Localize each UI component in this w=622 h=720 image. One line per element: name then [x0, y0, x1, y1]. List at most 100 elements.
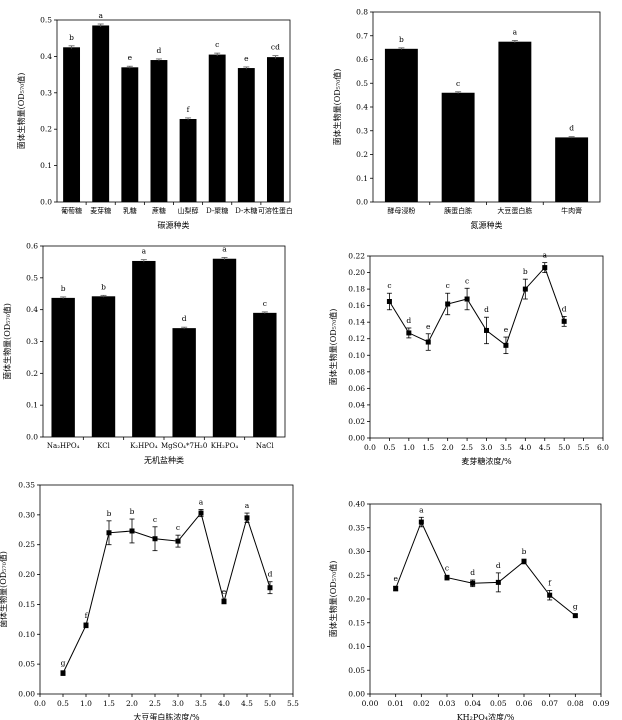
- bar: [121, 67, 139, 202]
- x-axis-title: 无机盐种类: [144, 455, 184, 465]
- significance-label: a: [419, 505, 424, 514]
- y-tick-label: 0.04: [348, 400, 365, 409]
- significance-label: b: [61, 284, 66, 293]
- data-point: [445, 301, 451, 307]
- x-tick-label: 0.06: [516, 699, 533, 708]
- significance-label: c: [176, 523, 180, 532]
- line-chart-4: 0.00 0.02 0.04 0.06 0.08 0.10 0.12 0.14 0.16 0.18…: [328, 251, 609, 466]
- line-chart-5: 0.00 0.05 0.10 0.15 0.20 0.25 0.30 0.35 0.0 0.5 1.…: [0, 481, 299, 720]
- significance-label: d: [182, 314, 187, 323]
- significance-label: a: [245, 501, 250, 510]
- y-tick-label: 0.5: [40, 16, 52, 25]
- category-label: 乳糖: [123, 206, 137, 215]
- data-point: [561, 318, 567, 324]
- data-point: [175, 538, 181, 544]
- bar: [150, 60, 168, 202]
- x-tick-label: 3.5: [500, 443, 512, 452]
- y-tick-label: 0.7: [356, 31, 368, 40]
- data-point: [152, 536, 158, 542]
- category-label: Na₂HPO₄: [47, 442, 80, 450]
- y-tick-label: 0.05: [348, 666, 365, 675]
- plot-frame: [369, 503, 602, 695]
- x-tick-label: 5.0: [264, 699, 276, 708]
- y-axis-title: 菌体生物量(OD₅₇₀值): [2, 303, 12, 380]
- y-tick-label: 0.3: [40, 88, 52, 97]
- x-tick-label: 5.5: [287, 699, 299, 708]
- bar: [91, 296, 116, 437]
- significance-label: d: [157, 46, 162, 55]
- y-tick-label: 0.05: [18, 660, 35, 669]
- data-point: [406, 330, 412, 336]
- x-tick-label: 0.07: [541, 699, 558, 708]
- y-tick-label: 0.1: [26, 401, 38, 410]
- x-tick-label: 2.5: [149, 699, 161, 708]
- y-tick-label: 0.35: [18, 481, 35, 490]
- category-label: D-聚糖: [206, 206, 228, 215]
- y-tick-label: 0.5: [26, 273, 38, 282]
- bar: [441, 92, 475, 202]
- significance-label: cd: [271, 43, 280, 52]
- data-point: [495, 579, 501, 585]
- y-tick-label: 0.00: [348, 434, 365, 443]
- significance-label: a: [222, 244, 227, 253]
- x-tick-label: 4.5: [241, 699, 253, 708]
- x-tick-label: 5.5: [578, 443, 590, 452]
- x-tick-label: 2.0: [126, 699, 138, 708]
- x-tick-label: 3.5: [195, 699, 207, 708]
- significance-label: e: [426, 322, 431, 331]
- y-tick-label: 0.3: [356, 126, 368, 135]
- bar: [179, 119, 197, 202]
- y-tick-label: 0.5: [356, 79, 368, 88]
- series-line: [388, 266, 565, 347]
- x-tick-label: 6.0: [597, 443, 609, 452]
- x-tick-label: 1.5: [103, 699, 115, 708]
- y-tick-label: 0.10: [18, 630, 35, 639]
- data-point: [484, 327, 489, 333]
- category-label: KH₂PO₄: [211, 442, 239, 450]
- x-tick-label: 4.0: [519, 443, 531, 452]
- significance-label: c: [456, 79, 460, 88]
- y-tick-label: 0.00: [348, 690, 365, 699]
- y-tick-label: 0.08: [348, 367, 365, 376]
- significance-label: d: [406, 316, 411, 325]
- y-tick-label: 0.22: [348, 252, 365, 261]
- y-tick-label: 0.20: [18, 570, 35, 579]
- bar: [498, 41, 532, 202]
- significance-label: a: [98, 11, 103, 20]
- y-tick-label: 0.3: [26, 337, 38, 346]
- y-axis-title: 菌体生物量(OD₅₇₀值): [332, 69, 342, 146]
- y-tick-label: 0.20: [348, 268, 365, 277]
- bar-chart-3: 0.0 0.1 0.2 0.3 0.4 0.5 0.6 b Na₂HPO₄ b KCl a K₂HPO₄…: [2, 242, 286, 465]
- category-label: 牛肉膏: [561, 206, 582, 215]
- x-tick-label: 0.5: [57, 699, 69, 708]
- y-tick-label: 0.8: [356, 8, 368, 17]
- category-label: 胰蛋白胨: [444, 206, 472, 215]
- x-tick-label: 0.0: [34, 699, 46, 708]
- y-tick-label: 0.25: [348, 571, 365, 580]
- y-tick-label: 0.20: [348, 595, 365, 604]
- significance-label: f: [85, 611, 89, 620]
- x-axis-title: 碳源种类: [158, 220, 190, 230]
- data-point: [418, 519, 424, 525]
- y-tick-label: 0.30: [348, 547, 365, 556]
- series-line: [62, 512, 271, 674]
- y-tick-label: 0.15: [18, 600, 35, 609]
- y-axis-title: 菌体生物量(OD₅₇₀值): [16, 73, 26, 150]
- data-point: [106, 530, 112, 536]
- y-tick-label: 0.02: [348, 417, 365, 426]
- category-label: NaCl: [256, 442, 275, 450]
- y-tick-label: 0.10: [348, 642, 365, 651]
- category-label: 大豆蛋白胨: [497, 206, 532, 215]
- bar: [172, 328, 196, 437]
- significance-label: e: [244, 54, 249, 63]
- x-tick-label: 0.5: [383, 443, 395, 452]
- significance-label: d: [470, 568, 475, 577]
- bar: [132, 260, 156, 437]
- data-point: [542, 265, 548, 271]
- bar: [384, 48, 418, 202]
- x-axis-title: 大豆蛋白胨浓度/%: [133, 712, 200, 720]
- y-tick-label: 0.2: [356, 150, 368, 159]
- y-tick-label: 0.14: [348, 318, 365, 327]
- x-axis-title: 氮源种类: [471, 220, 503, 230]
- x-tick-label: 0.05: [490, 699, 507, 708]
